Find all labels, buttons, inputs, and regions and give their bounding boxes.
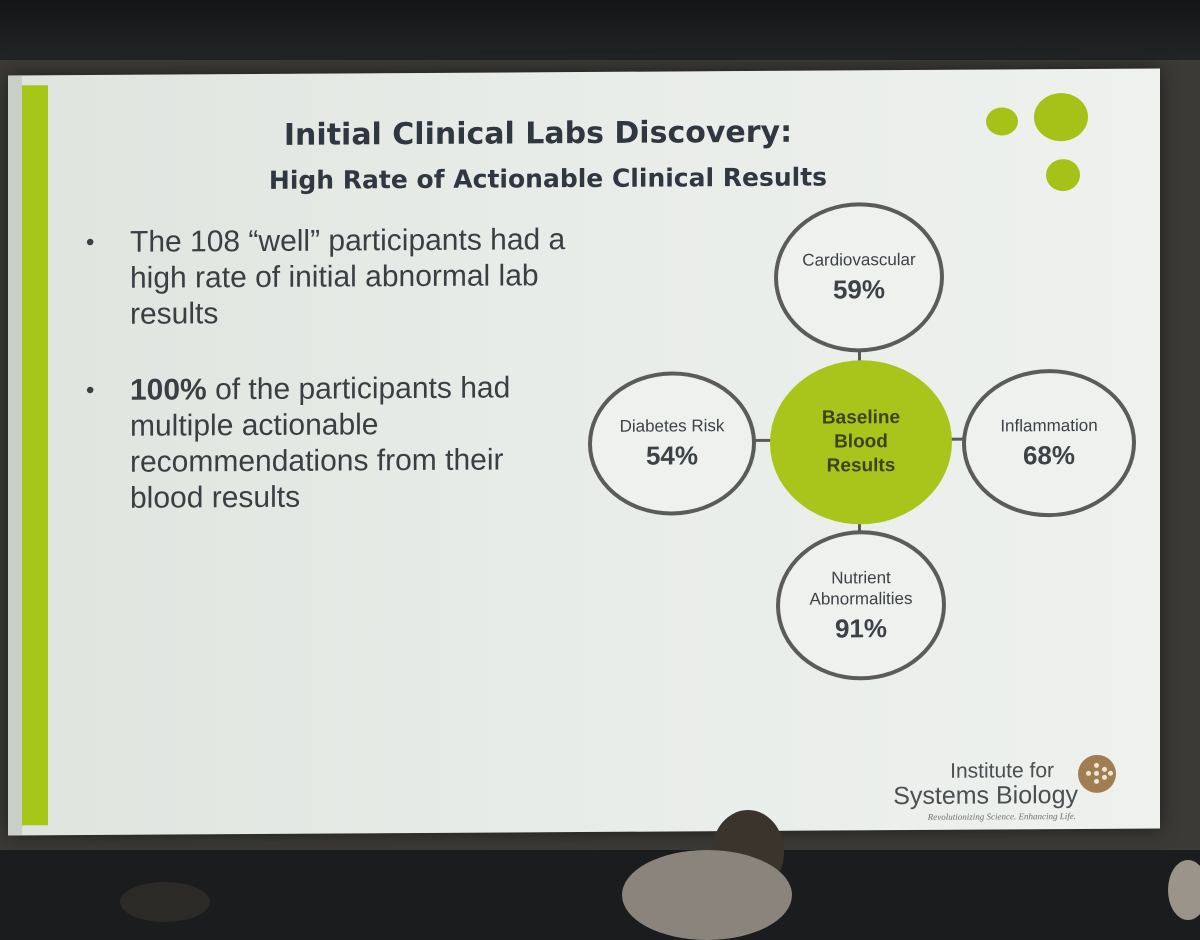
- isb-logo: Institute for Systems Biology Revolution…: [888, 754, 1118, 822]
- node-label: Diabetes Risk: [619, 416, 725, 436]
- bullet-marker: •: [86, 376, 95, 405]
- audience-head: [1168, 860, 1200, 920]
- bullet-item: • 100% of the participants had multiple …: [86, 370, 566, 517]
- node-value: 59%: [832, 274, 886, 305]
- node-diabetes-risk: Diabetes Risk 54%: [588, 370, 756, 516]
- slide-subtitle: High Rate of Actionable Clinical Results: [268, 162, 828, 195]
- bullet-text: The 108 “well” participants had a high r…: [130, 223, 566, 331]
- node-label: Inflammation: [1000, 415, 1098, 436]
- logo-emblem-icon: [1078, 754, 1116, 793]
- node-inflammation: Inflammation 68%: [962, 368, 1136, 518]
- center-node-baseline: Baseline Blood Results: [770, 359, 952, 525]
- bullet-list: • The 108 “well” participants had a high…: [86, 222, 566, 539]
- bullet-item: • The 108 “well” participants had a high…: [86, 222, 566, 333]
- audience-head: [622, 850, 792, 940]
- node-label: Cardiovascular: [802, 249, 916, 270]
- decorative-dot-small: [986, 107, 1018, 136]
- screen-edge: [8, 75, 22, 836]
- decorative-dot-large: [1034, 92, 1088, 142]
- bullet-marker: •: [86, 228, 95, 257]
- node-nutrient-abnormalities: Nutrient Abnormalities 91%: [776, 529, 946, 681]
- center-label: Baseline Blood Results: [821, 407, 901, 477]
- logo-text-line2: Systems Biology: [893, 780, 1078, 811]
- logo-tagline: Revolutionizing Science. Enhancing Life.: [927, 810, 1076, 822]
- node-cardiovascular: Cardiovascular 59%: [774, 201, 944, 353]
- node-value: 68%: [1022, 440, 1076, 471]
- blood-results-diagram: Cardiovascular 59% Diabetes Risk 54% Inf…: [578, 199, 1138, 702]
- bullet-bold-text: 100%: [130, 373, 207, 407]
- slide-title: Initial Clinical Labs Discovery:: [283, 114, 793, 153]
- projection-screen: Initial Clinical Labs Discovery: High Ra…: [8, 68, 1160, 836]
- audience-head: [120, 882, 210, 922]
- node-label: Nutrient Abnormalities: [809, 567, 913, 609]
- accent-sidebar: [22, 85, 48, 826]
- node-value: 54%: [645, 440, 699, 471]
- decorative-dot-lower: [1046, 158, 1080, 192]
- ceiling-band: [0, 0, 1200, 70]
- logo-text-line1: Institute for: [950, 759, 1054, 783]
- node-value: 91%: [834, 612, 888, 643]
